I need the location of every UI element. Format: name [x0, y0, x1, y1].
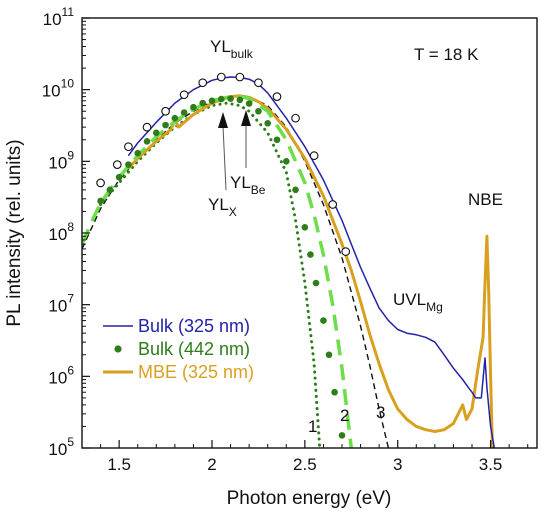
data-point	[199, 99, 207, 107]
data-point	[227, 95, 234, 102]
data-point	[312, 279, 320, 287]
data-point	[254, 78, 263, 88]
legend-swatch	[114, 345, 122, 353]
curves-layer	[82, 72, 496, 448]
data-point	[142, 122, 152, 132]
data-point	[328, 200, 338, 209]
data-point	[235, 72, 245, 82]
x-tick-label: 2	[207, 455, 216, 474]
yl-be-arrow	[241, 110, 251, 168]
legend-label: Bulk (442 nm)	[138, 339, 250, 359]
data-point	[245, 100, 253, 107]
data-point	[162, 121, 169, 129]
legend-item: MBE (325 nm)	[103, 362, 254, 382]
data-point	[236, 96, 244, 104]
legend: Bulk (325 nm) Bulk (442 nm) MBE (325 nm)	[103, 316, 254, 382]
data-point	[307, 251, 314, 258]
y-tick-label: 105	[48, 435, 74, 459]
y-ticks: 105 106 107 108 109 1010 1011	[42, 5, 90, 459]
series-line-5	[82, 94, 354, 448]
data-point	[96, 178, 105, 188]
x-tick-label: 2.5	[293, 455, 317, 474]
data-point	[134, 149, 142, 157]
data-point	[112, 160, 122, 169]
yl-x-arrow	[218, 112, 228, 191]
data-point	[291, 113, 300, 123]
data-point	[106, 186, 114, 194]
data-point	[97, 197, 104, 205]
data-point	[198, 78, 208, 88]
legend-item: Bulk (442 nm)	[114, 339, 250, 359]
data-point	[161, 106, 170, 116]
data-point	[143, 138, 151, 145]
data-point	[292, 186, 299, 194]
data-point	[115, 173, 123, 181]
data-point	[217, 95, 225, 103]
data-point	[320, 317, 327, 324]
data-point	[208, 97, 216, 105]
legend-item: Bulk (325 nm)	[103, 316, 250, 336]
x-tick-label: 1.5	[107, 455, 131, 474]
legend-label: MBE (325 nm)	[138, 362, 254, 382]
data-point	[152, 129, 160, 137]
series-open-circle-points	[96, 72, 351, 256]
data-point	[301, 224, 309, 231]
yl-x-subscript: X	[229, 205, 237, 219]
yl-x-label: YLX	[208, 195, 237, 219]
data-point	[341, 247, 351, 256]
y-tick-label: 107	[48, 292, 74, 316]
yl-be-label: YLBe	[230, 173, 266, 197]
x-tick-label: 3	[393, 455, 402, 474]
series-line-4	[99, 101, 322, 448]
data-point	[179, 90, 189, 100]
legend-label: Bulk (325 nm)	[138, 316, 250, 336]
data-point	[216, 72, 226, 82]
data-point	[124, 142, 133, 152]
uvl-mg-label: UVLMg	[393, 290, 443, 314]
uvl-mg-subscript: Mg	[426, 300, 443, 314]
x-ticks: 1.5 2 2.5 3 3.5	[100, 440, 529, 474]
data-point	[190, 103, 197, 111]
curve-3-label: 3	[376, 403, 385, 422]
data-point	[331, 388, 338, 396]
y-tick-label: 109	[48, 148, 74, 172]
y-tick-label: 1011	[43, 5, 75, 29]
x-axis-label: Photon energy (eV)	[227, 488, 392, 509]
data-point	[255, 107, 262, 115]
data-point	[282, 158, 290, 165]
series-line-0	[127, 76, 496, 448]
yl-bulk-subscript: bulk	[231, 47, 254, 61]
yl-bulk-label: YLbulk	[210, 37, 254, 61]
y-tick-label: 1010	[42, 77, 75, 101]
data-point	[264, 119, 272, 127]
nbe-label: NBE	[468, 190, 503, 209]
data-point	[171, 114, 179, 122]
annotations: T = 18 K YLbulk YLBe YLX UVLMg NBE 1 2 3	[208, 37, 503, 436]
yl-be-subscript: Be	[251, 183, 266, 197]
curve-1-label: 1	[308, 417, 317, 436]
data-point	[125, 161, 132, 168]
y-tick-label: 108	[48, 220, 74, 244]
data-point	[325, 351, 333, 359]
plot-frame	[81, 17, 538, 449]
series-bulk-442-points	[97, 95, 346, 439]
y-axis-label: PL intensity (rel. units)	[4, 139, 25, 326]
data-point	[272, 92, 282, 101]
data-point	[309, 151, 319, 161]
data-point	[338, 432, 346, 439]
data-point	[180, 109, 188, 116]
y-tick-label: 106	[48, 363, 74, 387]
series-line-2	[127, 94, 494, 448]
x-tick-label: 3.5	[479, 455, 503, 474]
curve-2-label: 2	[340, 406, 349, 425]
data-point	[273, 136, 281, 144]
temperature-label: T = 18 K	[414, 45, 479, 64]
